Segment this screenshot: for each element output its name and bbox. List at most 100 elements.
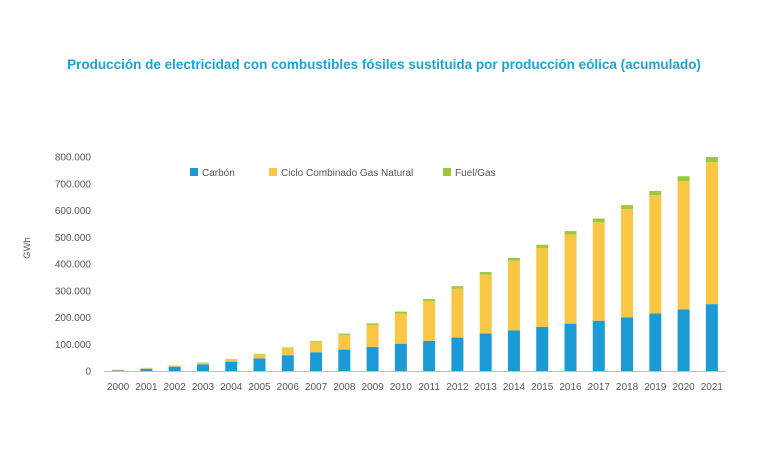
bar-segment	[592, 222, 605, 321]
bar-segment	[536, 247, 549, 327]
x-tick-label: 2009	[361, 382, 384, 393]
bar-segment	[310, 342, 323, 353]
bar-segment	[366, 324, 379, 347]
x-tick-label: 2011	[418, 382, 440, 393]
bar-segment	[451, 337, 464, 371]
bar-segment	[253, 358, 266, 371]
bar-segment	[649, 195, 662, 314]
x-tick-label: 2002	[164, 382, 187, 393]
bar-segment	[253, 353, 266, 355]
x-tick-label: 2017	[588, 382, 611, 393]
bar-segment	[394, 313, 407, 344]
bar-segment	[281, 355, 294, 371]
bar-segment	[423, 299, 436, 302]
bar-segment	[394, 343, 407, 371]
bar-segment	[705, 304, 718, 371]
bar-segment	[112, 369, 125, 371]
legend-swatch	[269, 168, 277, 176]
bar-segment	[677, 176, 690, 182]
x-tick-label: 2013	[475, 382, 498, 393]
bar-segment	[564, 234, 577, 324]
x-tick-label: 2005	[248, 382, 271, 393]
bar-segment	[196, 364, 209, 371]
bar-segment	[394, 311, 407, 314]
bar-segment	[253, 354, 266, 359]
x-tick-label: 2012	[446, 382, 469, 393]
x-tick-label: 2014	[503, 382, 526, 393]
bar-segment	[225, 359, 238, 362]
bars-group	[112, 157, 718, 371]
bar-segment	[564, 323, 577, 371]
y-tick-label: 600.000	[55, 206, 92, 217]
y-tick-label: 500.000	[55, 233, 92, 244]
bar-segment	[621, 205, 634, 210]
x-tick-label: 2004	[220, 382, 243, 393]
y-tick-label: 300.000	[55, 286, 92, 297]
legend-swatch	[443, 168, 451, 176]
bar-segment	[168, 366, 181, 371]
bar-segment	[649, 190, 662, 196]
legend: Carbón Ciclo Combinado Gas Natural Fuel/Ga…	[190, 168, 496, 179]
bar-segment	[677, 181, 690, 310]
legend-label: Ciclo Combinado Gas Natural	[281, 168, 413, 179]
x-tick-label: 2000	[107, 382, 130, 393]
bar-segment	[479, 274, 492, 334]
bar-segment	[338, 334, 351, 350]
bar-segment	[451, 288, 464, 338]
bar-segment	[536, 244, 549, 248]
bar-segment	[366, 323, 379, 325]
x-tick-label: 2007	[305, 382, 328, 393]
y-tick-label: 400.000	[55, 260, 92, 271]
legend-label: Carbón	[202, 168, 235, 179]
bar-segment	[507, 330, 520, 371]
bar-segment	[507, 260, 520, 331]
bar-segment	[705, 162, 718, 305]
bar-segment	[168, 365, 181, 367]
bar-segment	[621, 209, 634, 318]
y-tick-label: 800.000	[55, 153, 92, 164]
bar-segment	[451, 286, 464, 289]
y-tick-label: 700.000	[55, 179, 92, 190]
bar-segment	[140, 368, 153, 369]
bar-segment	[621, 317, 634, 371]
bar-segment	[366, 346, 379, 371]
bar-segment	[423, 340, 436, 371]
x-tick-label: 2008	[333, 382, 356, 393]
x-tick-label: 2018	[616, 382, 639, 393]
bar-segment	[310, 352, 323, 371]
legend-swatch	[190, 168, 198, 176]
legend-label: Fuel/Gas	[455, 168, 496, 179]
bar-segment	[705, 157, 718, 163]
x-tick-label: 2001	[135, 382, 158, 393]
bar-segment	[592, 320, 605, 371]
bar-segment	[196, 362, 209, 365]
bar-segment	[649, 313, 662, 371]
y-tick-label: 100.000	[55, 340, 92, 351]
bar-segment	[225, 361, 238, 371]
chart-title: Producción de electricidad con combustib…	[67, 57, 701, 72]
y-axis-ticks: 0 100.000 200.000 300.000 400.000 500.000 600.…	[55, 153, 92, 378]
bar-segment	[281, 348, 294, 356]
bar-segment	[507, 257, 520, 261]
x-axis-ticks: 2000 2001 2002 2003 2004 2005 2006 2007 2008 2009…	[107, 382, 723, 393]
x-tick-label: 2010	[390, 382, 413, 393]
bar-segment	[592, 218, 605, 223]
bar-segment	[281, 347, 294, 349]
x-tick-label: 2015	[531, 382, 554, 393]
y-axis-label: GWh	[22, 237, 33, 259]
bar-segment	[338, 349, 351, 371]
bar-segment	[677, 309, 690, 371]
bar-segment	[564, 231, 577, 235]
bar-segment	[310, 341, 323, 343]
x-tick-label: 2016	[559, 382, 582, 393]
x-tick-label: 2021	[701, 382, 724, 393]
bar-segment	[112, 370, 125, 371]
x-tick-label: 2003	[192, 382, 215, 393]
x-tick-label: 2019	[644, 382, 667, 393]
x-tick-label: 2006	[277, 382, 300, 393]
y-tick-label: 0	[85, 367, 91, 378]
bar-segment	[423, 301, 436, 341]
bar-segment	[536, 326, 549, 371]
x-tick-label: 2020	[672, 382, 695, 393]
bar-segment	[140, 368, 153, 371]
